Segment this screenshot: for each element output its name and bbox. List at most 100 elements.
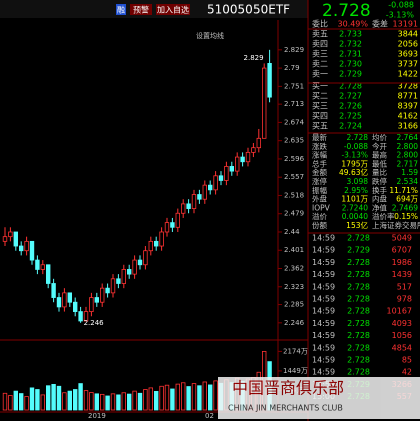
trade-volume: 4093 <box>392 319 412 328</box>
volume-bar <box>100 393 105 411</box>
trade-volume: 517 <box>397 282 412 291</box>
price-tick-label: 2.713 <box>284 100 304 108</box>
order-label: 买一 <box>312 82 328 91</box>
candle-body <box>180 203 186 214</box>
volume-bar <box>13 390 18 411</box>
order-label: 卖二 <box>312 60 328 69</box>
order-label: 买五 <box>312 122 328 131</box>
price-tick-label: 2.674 <box>284 118 305 126</box>
order-price: 2.729 <box>339 70 362 79</box>
info-label: 内盘 <box>372 194 387 204</box>
trade-volume: 978 <box>397 295 412 304</box>
candle-body <box>121 269 126 284</box>
order-price: 2.727 <box>339 92 362 101</box>
info-label: 今开 <box>372 141 387 151</box>
info-value: 153亿 <box>346 220 368 230</box>
volume-bar <box>73 389 78 411</box>
order-header: 委比 <box>312 19 328 29</box>
candle-body <box>229 166 234 172</box>
trade-volume: 1056 <box>392 331 412 340</box>
volume-bar <box>153 390 159 411</box>
candle-body <box>105 287 110 294</box>
candle-body <box>159 231 164 247</box>
volume-bar <box>94 393 99 411</box>
volume-bar <box>35 389 40 411</box>
info-value: 2.95% <box>344 186 368 195</box>
info-value: 1795万 <box>341 159 368 168</box>
candle-body <box>267 63 272 98</box>
watermark-bg <box>218 377 420 419</box>
trade-volume: 4854 <box>392 343 412 352</box>
trade-price: 2.728 <box>347 368 370 377</box>
stock-name: 50ETF <box>253 3 290 17</box>
trade-volume: 5049 <box>392 234 412 243</box>
info-label: 净值 <box>372 202 387 212</box>
order-label: 买三 <box>312 102 328 111</box>
info-value: 3.098 <box>347 177 369 186</box>
trade-volume: 85 <box>402 356 412 365</box>
volume-bar <box>24 396 29 411</box>
info-label: 溢价 <box>312 211 327 221</box>
order-price: 2.725 <box>339 112 362 121</box>
price-tick-label: 2.79 <box>284 64 300 72</box>
price-tick-label: 2.596 <box>284 155 305 163</box>
price-tick-label: 2.401 <box>284 246 304 254</box>
info-value: -3.13% <box>341 151 368 160</box>
volume-bar <box>18 393 24 411</box>
trade-volume: 1986 <box>392 258 412 267</box>
trade-time: 14:59 <box>312 246 335 255</box>
order-label: 卖四 <box>312 40 328 49</box>
order-price: 2.728 <box>339 82 362 91</box>
candle-body <box>127 269 132 275</box>
candle-body <box>197 194 202 200</box>
info-label: IOPV <box>312 203 331 212</box>
info-value: 1101万 <box>341 195 368 204</box>
volume-bar <box>116 394 121 411</box>
trade-price: 2.728 <box>347 356 370 365</box>
candle-body <box>186 203 191 209</box>
volume-bar <box>67 390 72 411</box>
price-tick-label: 2.323 <box>284 283 304 291</box>
volume-bar <box>207 384 213 411</box>
volume-tick-label: 1449万 <box>283 367 308 375</box>
info-label: 溢价率 <box>372 211 395 221</box>
volume-bar <box>213 380 218 411</box>
order-volume: 3844 <box>398 30 418 39</box>
trade-time: 14:59 <box>312 331 335 340</box>
volume-bar <box>62 392 67 411</box>
info-label: 涨停 <box>312 176 327 186</box>
trade-price: 2.728 <box>347 307 370 316</box>
volume-bar <box>180 382 186 411</box>
trade-time: 14:59 <box>312 307 335 316</box>
trade-price: 2.728 <box>347 331 370 340</box>
low-label: 2.246 <box>84 319 105 327</box>
button[interactable]: 融 <box>117 5 125 15</box>
candle-body <box>256 137 261 149</box>
volume-bar <box>8 395 13 411</box>
candle-body <box>46 264 51 284</box>
info-label: 振幅 <box>312 185 327 195</box>
trade-price: 2.728 <box>347 343 370 352</box>
ma-label: 设置均线 <box>196 31 224 40</box>
volume-bar <box>170 388 175 411</box>
candle-body <box>73 301 78 312</box>
button[interactable]: 加入自选 <box>157 5 189 15</box>
order-volume: 8771 <box>398 92 418 101</box>
price-tick-label: 2.246 <box>284 319 305 327</box>
trade-price: 2.728 <box>347 234 370 243</box>
volume-bar <box>197 385 202 411</box>
info-value: 2.800 <box>397 151 419 160</box>
info-value: 2.7240 <box>342 203 368 212</box>
candle-body <box>56 297 62 308</box>
candle-body <box>170 222 175 228</box>
trade-volume: 42 <box>402 368 412 377</box>
candle-body <box>175 212 180 228</box>
candle-body <box>13 231 18 247</box>
candle-body <box>78 311 83 322</box>
button[interactable]: 预警 <box>133 5 149 15</box>
volume-bar <box>186 386 191 411</box>
info-value: 694万 <box>396 195 418 204</box>
order-volume: 2056 <box>398 40 418 49</box>
candle-body <box>213 175 218 191</box>
candle-body <box>110 278 116 294</box>
